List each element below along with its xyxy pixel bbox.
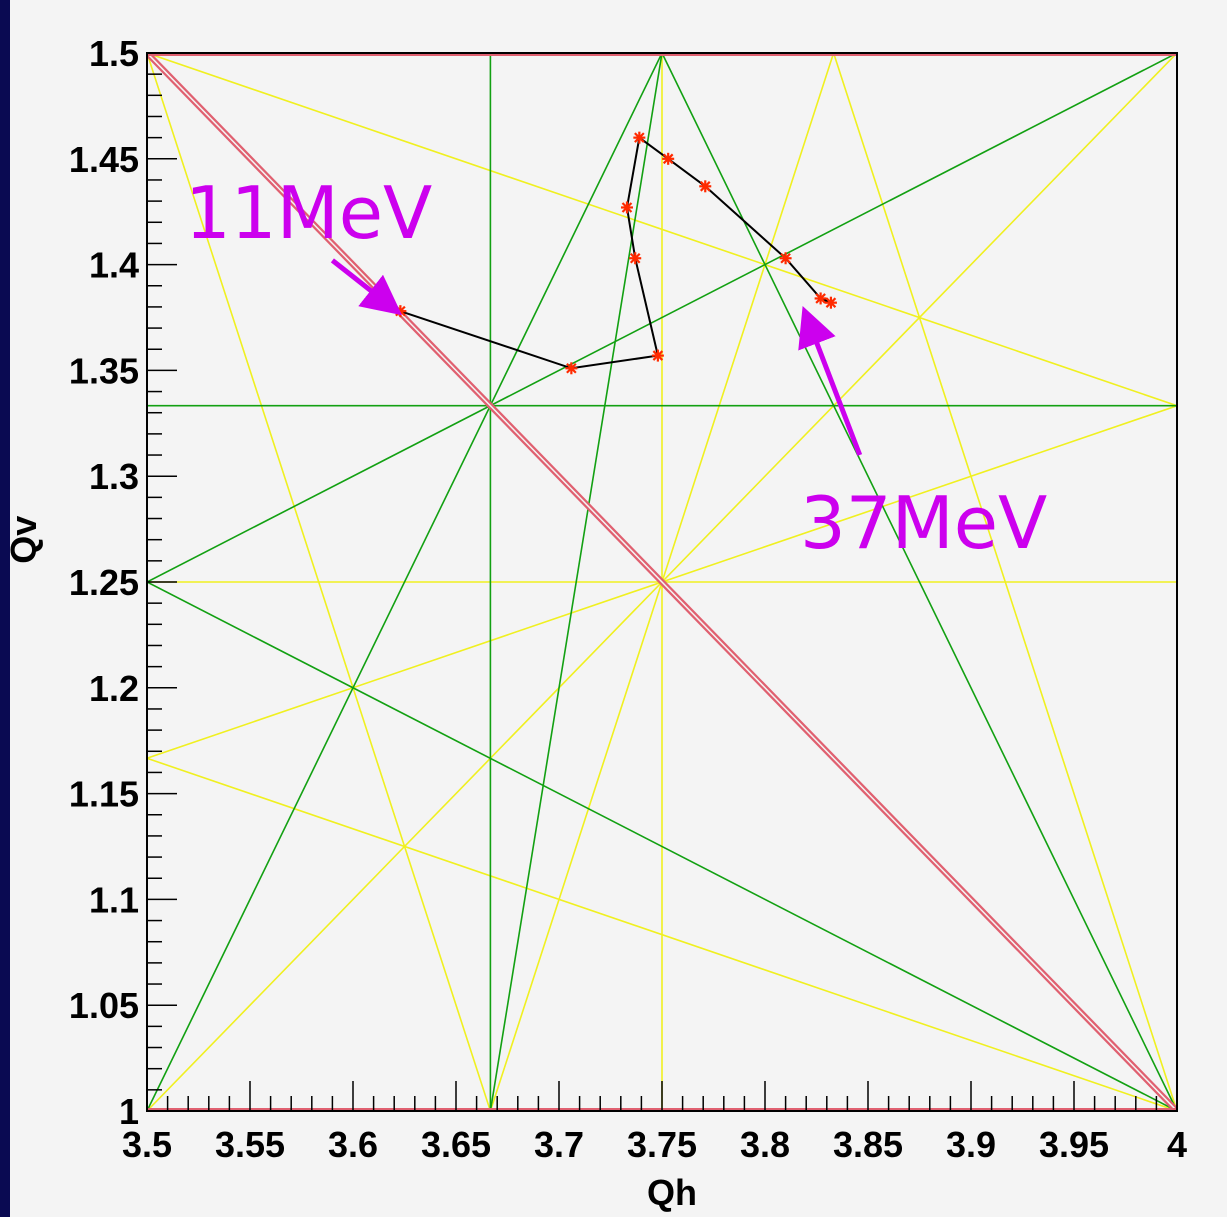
tune-diagram-chart: 3.5 3.55 3.6 3.65 3.7 3.75 3.8 3.85 3.9 3.95 4 1 1.0…	[10, 33, 1187, 1213]
green-resonance-line-5	[147, 581, 1177, 1111]
data-point	[814, 292, 827, 305]
green-resonance-line-3	[661, 53, 1177, 1111]
data-point	[620, 201, 633, 214]
annotation-37mev-label: 37MeV	[800, 481, 1047, 565]
data-point-stroke	[815, 293, 826, 304]
chart-canvas: 3.5 3.55 3.6 3.65 3.7 3.75 3.8 3.85 3.9 3.95 4 1 1.0…	[10, 0, 1227, 1217]
y-tick-label: 1	[119, 1091, 139, 1132]
x-tick-label: 3.65	[421, 1124, 491, 1165]
annotation-11mev-arrow	[330, 258, 403, 316]
x-tick-label: 3.55	[215, 1124, 285, 1165]
data-point-stroke	[621, 202, 633, 213]
data-point-stroke	[780, 252, 791, 264]
data-point-stroke	[566, 363, 577, 374]
annotation-37mev-arrow	[798, 306, 863, 456]
y-tick-label: 1.3	[89, 456, 139, 497]
x-tick-label: 4	[1167, 1124, 1187, 1165]
data-point-stroke	[629, 252, 641, 264]
red-resonance-line-core-0	[147, 53, 1177, 1111]
x-tick-label: 3.8	[740, 1124, 790, 1165]
y-tick-label: 1.4	[89, 245, 139, 286]
y-tick-label: 1.05	[69, 985, 139, 1026]
y-tick-label: 1.35	[69, 350, 139, 391]
y-tick-label: 1.25	[69, 562, 139, 603]
yellow-resonance-line-7	[147, 757, 1177, 1111]
data-point	[394, 305, 407, 318]
data-point	[699, 180, 712, 193]
x-tick-label: 3.7	[534, 1124, 584, 1165]
yellow-resonance-line-5	[147, 53, 1177, 407]
annotation-11mev-label: 11MeV	[185, 171, 432, 255]
data-point	[565, 362, 578, 375]
x-tick-label: 3.95	[1039, 1124, 1109, 1165]
x-tick-label: 3.6	[328, 1124, 378, 1165]
data-point	[651, 349, 664, 362]
data-point-stroke	[825, 297, 837, 308]
x-tick-label: 3.75	[627, 1124, 697, 1165]
y-tick-label: 1.5	[89, 33, 139, 74]
y-tick-label: 1.1	[89, 879, 139, 920]
data-point	[633, 131, 646, 144]
x-tick-label: 3.85	[833, 1124, 903, 1165]
data-point-stroke	[652, 350, 664, 361]
x-axis-title: Qh	[647, 1172, 697, 1213]
x-tick-label: 3.9	[946, 1124, 996, 1165]
x-tick-label: 3.5	[122, 1124, 172, 1165]
green-resonance-line-4	[147, 53, 1177, 583]
data-point	[662, 152, 675, 165]
data-point-stroke	[699, 181, 711, 192]
y-tick-label: 1.2	[89, 668, 139, 709]
green-resonance-line-6	[489, 53, 663, 1111]
y-tick-label: 1.15	[69, 774, 139, 815]
yellow-resonance-line-4	[832, 53, 1177, 1111]
y-axis-title: Qv	[10, 516, 44, 564]
green-resonance-line-2	[147, 53, 663, 1111]
data-point	[824, 296, 837, 309]
data-point	[779, 252, 792, 265]
yellow-resonance-line-2	[147, 53, 492, 1111]
data-point-stroke	[634, 132, 645, 143]
data-point-stroke	[662, 153, 674, 165]
y-tick-label: 1.45	[69, 139, 139, 180]
data-point	[629, 252, 642, 265]
